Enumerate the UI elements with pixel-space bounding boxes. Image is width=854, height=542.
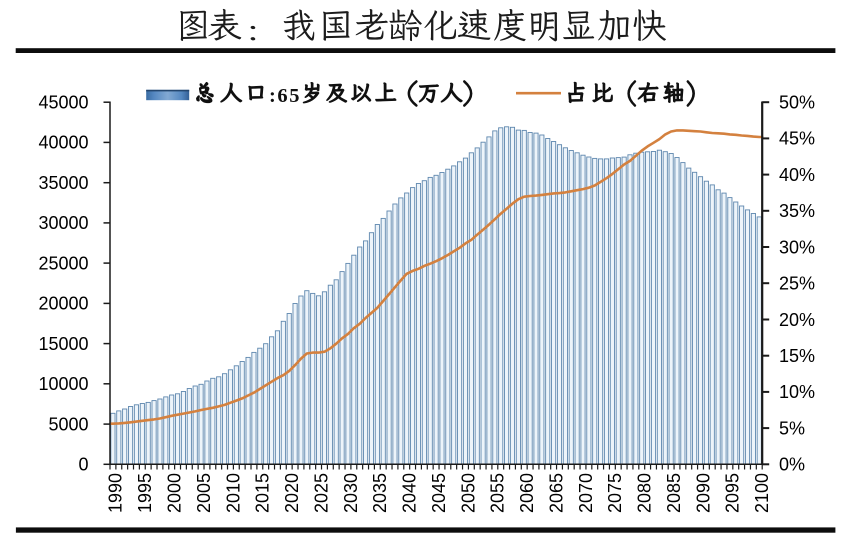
svg-text:45000: 45000: [38, 93, 88, 113]
svg-text:35%: 35%: [779, 201, 815, 221]
svg-text:2060: 2060: [517, 473, 537, 513]
svg-text:10%: 10%: [779, 382, 815, 402]
svg-text:2005: 2005: [194, 473, 214, 513]
svg-text:2030: 2030: [341, 473, 361, 513]
svg-text:2025: 2025: [311, 473, 331, 513]
svg-text:50%: 50%: [779, 93, 815, 113]
svg-text:40%: 40%: [779, 165, 815, 185]
svg-text:0: 0: [78, 455, 88, 475]
svg-text:25%: 25%: [779, 274, 815, 294]
svg-text:35000: 35000: [38, 173, 88, 193]
svg-text:2020: 2020: [282, 473, 302, 513]
svg-text:2015: 2015: [253, 473, 273, 513]
svg-text:15000: 15000: [38, 334, 88, 354]
svg-text:2050: 2050: [458, 473, 478, 513]
svg-text:2055: 2055: [488, 473, 508, 513]
svg-text:10000: 10000: [38, 374, 88, 394]
svg-text:5000: 5000: [48, 414, 88, 434]
svg-text:15%: 15%: [779, 346, 815, 366]
svg-text:2070: 2070: [576, 473, 596, 513]
svg-text:2040: 2040: [400, 473, 420, 513]
svg-text:2035: 2035: [370, 473, 390, 513]
svg-text:2100: 2100: [752, 473, 772, 513]
svg-text:2080: 2080: [635, 473, 655, 513]
svg-text:2010: 2010: [223, 473, 243, 513]
svg-text:0%: 0%: [779, 455, 805, 475]
svg-text:2090: 2090: [693, 473, 713, 513]
svg-text:2085: 2085: [664, 473, 684, 513]
svg-text:2075: 2075: [605, 473, 625, 513]
svg-text:45%: 45%: [779, 129, 815, 149]
svg-text::65: :65: [269, 85, 300, 107]
svg-text:2065: 2065: [546, 473, 566, 513]
svg-text:20%: 20%: [779, 310, 815, 330]
svg-text:40000: 40000: [38, 133, 88, 153]
svg-text:5%: 5%: [779, 418, 805, 438]
svg-text:1990: 1990: [106, 473, 126, 513]
svg-text:25000: 25000: [38, 253, 88, 273]
svg-text:2045: 2045: [429, 473, 449, 513]
svg-text:30%: 30%: [779, 237, 815, 257]
svg-text:20000: 20000: [38, 294, 88, 314]
svg-text:1995: 1995: [135, 473, 155, 513]
svg-text:2000: 2000: [165, 473, 185, 513]
svg-text:30000: 30000: [38, 213, 88, 233]
svg-text:2095: 2095: [723, 473, 743, 513]
